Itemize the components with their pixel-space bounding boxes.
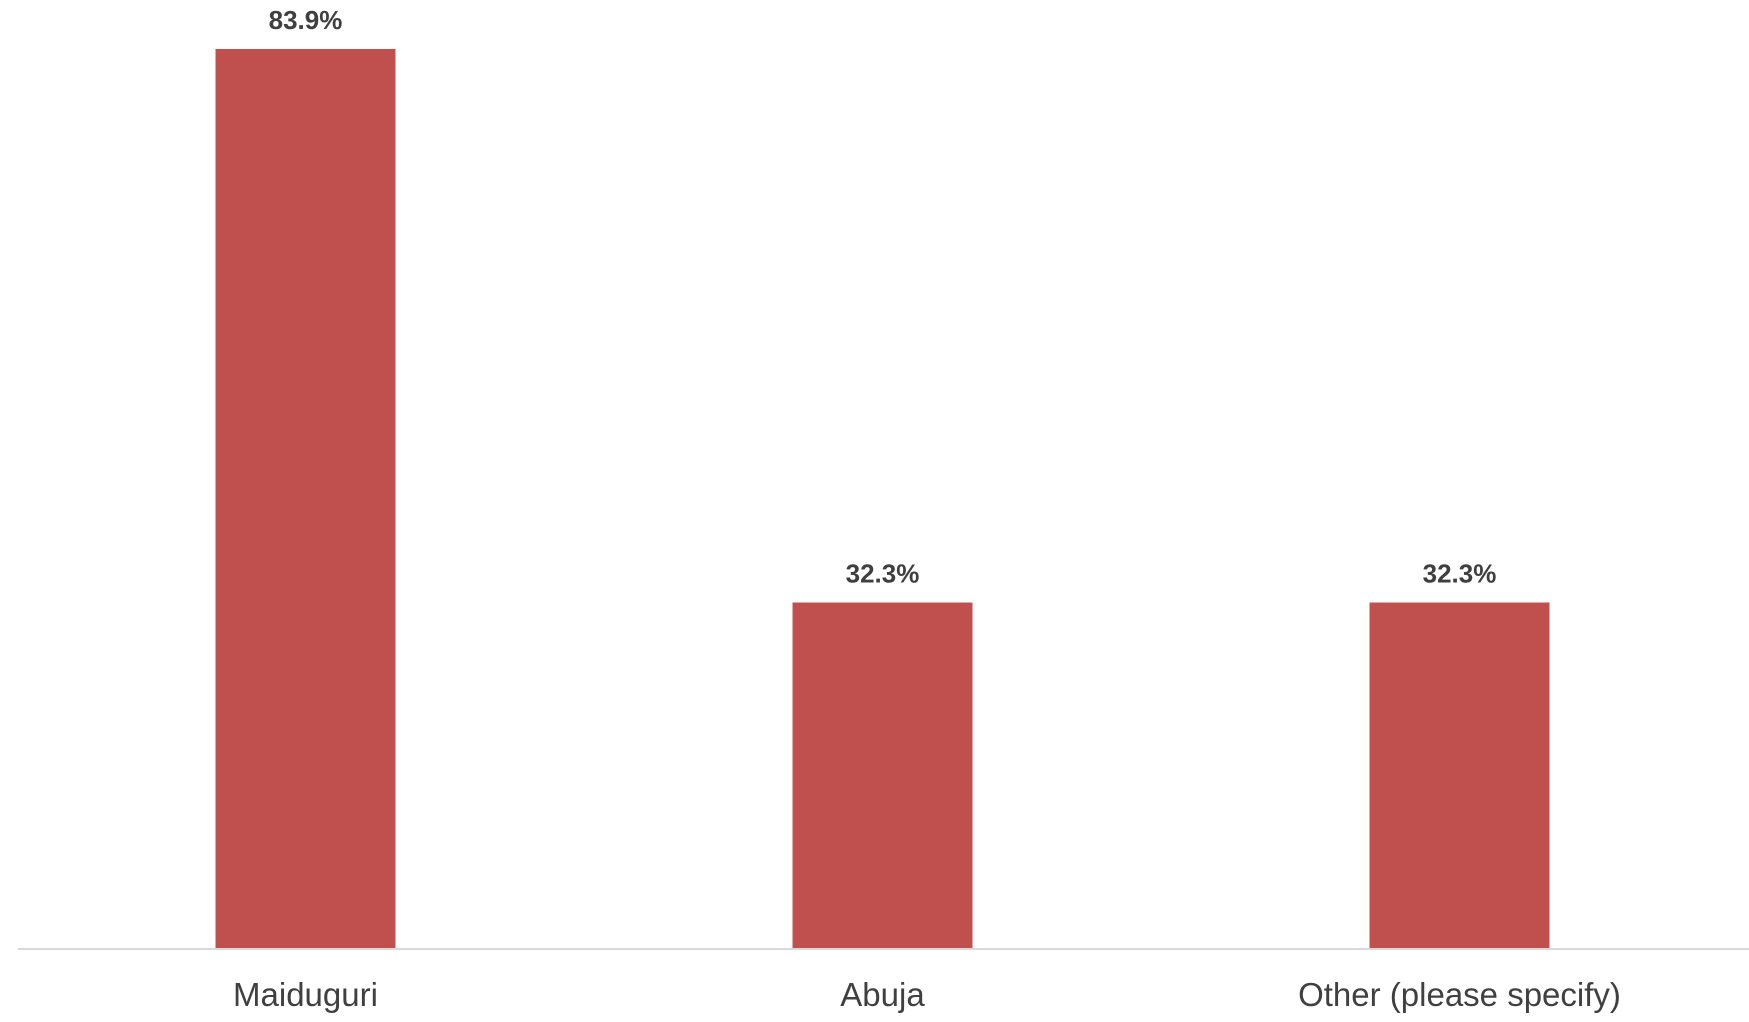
bar-2 <box>792 602 973 949</box>
bar-3 <box>1369 602 1550 949</box>
data-label-2: 32.3% <box>846 559 920 589</box>
value-labels-group: 83.9% 32.3% 32.3% <box>269 5 1497 589</box>
x-tick-label-3: Other (please specify) <box>1298 976 1621 1013</box>
tick-labels-group: Maiduguri Abuja Other (please specify) <box>233 976 1621 1013</box>
data-label-3: 32.3% <box>1423 559 1497 589</box>
data-label-1: 83.9% <box>269 5 343 35</box>
x-tick-label-1: Maiduguri <box>233 976 378 1013</box>
bar-1 <box>215 49 396 949</box>
x-tick-label-2: Abuja <box>840 976 925 1013</box>
bars-group <box>215 49 1550 949</box>
